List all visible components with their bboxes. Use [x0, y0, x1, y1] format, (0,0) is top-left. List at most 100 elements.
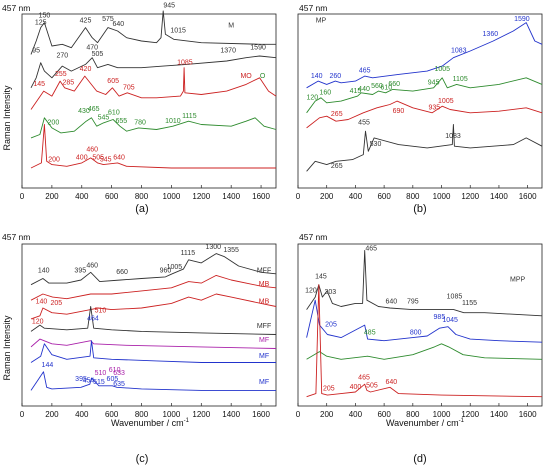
panel-c-series-1 — [30, 253, 277, 286]
panel-b-laser-label: 457 nm — [299, 3, 327, 13]
panel-b-annotation: 610 — [380, 84, 392, 91]
x-axis-label-d: Wavenumber / cm-1 — [386, 418, 465, 428]
panel-b-annotation: 1083 — [451, 48, 467, 55]
panel-c: 0 200 400 600 800 1000 1200 1400 1600 1300 1355 111… — [2, 232, 277, 465]
panel-b-annotation: 560 — [371, 83, 383, 90]
panel-c-annotation: MF — [259, 337, 269, 344]
panel-a-annotation: 575 — [102, 16, 114, 23]
panel-b-caption: (b) — [413, 203, 426, 215]
panel-c-annotation: 633 — [113, 370, 125, 377]
panel-d-annotation: 640 — [385, 379, 397, 386]
panel-d-xtick-label: 200 — [320, 410, 334, 419]
panel-b-xtick-label: 600 — [377, 192, 391, 201]
panel-a-annotation: 780 — [134, 120, 146, 127]
y-axis-label-top: Raman Intensity — [2, 85, 12, 151]
panel-a-annotation: 1370 — [220, 48, 236, 55]
panel-a-annotation: 430 — [78, 108, 90, 115]
panel-d-xtick-label: 1400 — [490, 410, 508, 419]
y-axis-label-bottom: Raman Intensity — [2, 315, 12, 381]
panel-b: 0 200 400 600 800 1000 1200 1400 1600 MP 1590 1360 1… — [296, 3, 543, 215]
panel-a-frame — [21, 13, 277, 189]
panel-a-annotation: 505 — [92, 51, 104, 58]
panel-c-xtick-label: 600 — [105, 410, 119, 419]
panel-c-annotation: 144 — [42, 362, 54, 369]
panel-a-xtick-label: 600 — [105, 192, 119, 201]
panel-c-xtick-label: 1000 — [163, 410, 181, 419]
panel-a-annotation: 420 — [80, 66, 92, 73]
panel-a-xtick-label: 200 — [45, 192, 59, 201]
panel-d-series-2 — [306, 299, 543, 343]
panel-c-annotation: 1115 — [181, 250, 196, 257]
panel-d-annotation: 465 — [365, 245, 377, 252]
panel-c-annotation: 1005 — [167, 264, 183, 271]
panel-b-xtick-label: 200 — [320, 192, 334, 201]
panel-d-series-1 — [306, 250, 543, 317]
panel-d-annotation: 205 — [323, 385, 335, 392]
panel-c-xtick-label: 1400 — [222, 410, 240, 419]
panel-c-annotation: 140 — [38, 267, 50, 274]
panel-b-annotation: 260 — [329, 73, 341, 80]
panel-a-annotation: 255 — [55, 71, 67, 78]
panel-c-series-3 — [30, 293, 277, 320]
panel-d-annotation: 120 — [305, 287, 317, 294]
panel-a-annotation: 545 — [98, 115, 110, 122]
panel-c-xtick-label: 800 — [135, 410, 149, 419]
panel-a-annotation: 1085 — [177, 59, 193, 66]
panel-c-annotation: 205 — [51, 300, 63, 307]
panel-c-annotation: 610 — [109, 367, 121, 374]
panel-c-series-7 — [30, 371, 276, 391]
panel-b-annotation: 1005 — [434, 66, 450, 73]
panel-a-annotation: 270 — [56, 53, 68, 60]
panel-c-annotation: 1355 — [223, 247, 239, 254]
panel-a-xtick-label: 1000 — [163, 192, 181, 201]
panel-c-annotation: 605 — [107, 376, 119, 383]
panel-b-annotation: 465 — [359, 68, 371, 75]
panel-d-xtick-label: 400 — [349, 410, 363, 419]
panel-a-annotation: 285 — [62, 79, 74, 86]
panel-a-annotation: 610 — [108, 110, 120, 117]
panel-a-annotation: 505 — [92, 155, 104, 162]
panel-a-annotation: 640 — [113, 155, 125, 162]
panel-a-annotation: 1010 — [165, 118, 181, 125]
panel-b-frame — [297, 13, 543, 189]
panel-a-xtick-label: 1200 — [192, 192, 210, 201]
panel-c-annotation: MFF — [257, 267, 271, 274]
panel-a-annotation: 200 — [48, 120, 60, 127]
panel-a-annotation: 95 — [32, 48, 40, 55]
panel-b-series-2 — [306, 77, 543, 114]
panel-a-caption: (a) — [135, 203, 148, 215]
panel-c-annotation: 510 — [95, 308, 107, 315]
panel-b-annotation: 660 — [388, 81, 400, 88]
panel-b-annotation: 415 — [350, 88, 362, 95]
panel-a-xtick-label: 0 — [20, 192, 25, 201]
panel-b-series-3 — [306, 100, 543, 129]
panel-d-annotation: 400 — [350, 384, 362, 391]
panel-b-series-4 — [306, 124, 543, 172]
panel-b-xtick-label: 1000 — [433, 192, 451, 201]
panel-b-annotation: 1083 — [445, 133, 461, 140]
panel-a-series-2 — [30, 55, 277, 89]
panel-d-xtick-label: 1600 — [519, 410, 537, 419]
panel-a-annotation: 200 — [48, 156, 60, 163]
panel-c-series-5 — [30, 338, 277, 349]
panel-a-xtick-label: 1400 — [222, 192, 240, 201]
panel-b-annotation: 265 — [331, 111, 343, 118]
panel-b-annotation: 120 — [307, 94, 319, 101]
panel-c-annotation: 510 — [95, 370, 107, 377]
panel-b-xtick-label: 1200 — [461, 192, 479, 201]
panel-c-xtick-label: 200 — [45, 410, 59, 419]
panel-b-annotation: 1360 — [483, 31, 499, 38]
panel-b-series-1 — [306, 22, 543, 89]
panel-a-annotation: 605 — [107, 78, 119, 85]
panel-a-xtick-label: 400 — [75, 192, 89, 201]
panel-a-annotation: 400 — [76, 155, 88, 162]
panel-d-annotation: MPP — [510, 277, 526, 284]
panel-b-xtick-label: 800 — [406, 192, 420, 201]
panel-d-annotation: 145 — [315, 273, 327, 280]
panel-d-series-4 — [306, 284, 543, 398]
panel-b-annotation: 1105 — [453, 76, 468, 83]
panel-a-annotation: MO — [240, 73, 252, 80]
panel-a-series-1 — [30, 10, 276, 55]
